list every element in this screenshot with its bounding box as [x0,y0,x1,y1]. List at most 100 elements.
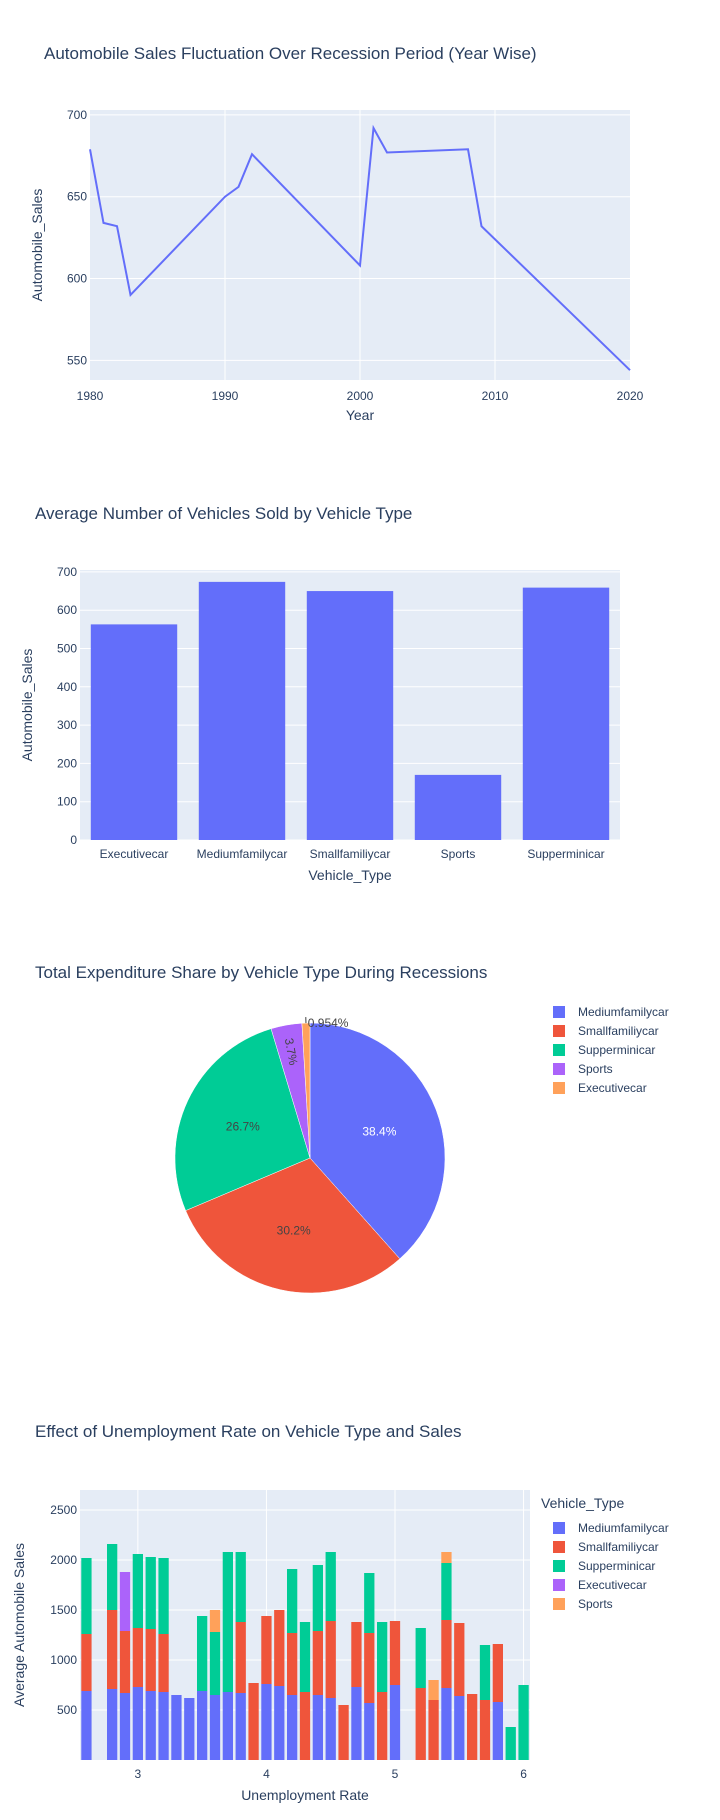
stacked-bar-segment-mediumfamilycar[interactable] [222,1692,233,1760]
stacked-bar-segment-supperminicar[interactable] [312,1565,323,1631]
stacked-bar-segment-smallfamiliycar[interactable] [235,1622,246,1693]
pie-legend-label[interactable]: Supperminicar [578,1043,655,1057]
line-chart-point[interactable] [128,292,134,298]
stacked-bar-segment-supperminicar[interactable] [209,1632,221,1695]
stacked-bar-segment-mediumfamilycar[interactable] [184,1698,195,1760]
stacked-bar-segment-smallfamiliycar[interactable] [158,1634,169,1692]
stacked-bar-segment-smallfamiliycar[interactable] [325,1621,336,1698]
stacked-bar-segment-smallfamiliycar[interactable] [454,1623,465,1696]
stacked-bar-segment-supperminicar[interactable] [479,1645,491,1700]
stacked-bar-legend-label[interactable]: Smallfamiliycar [578,1540,659,1554]
pie-legend-swatch[interactable] [553,1025,565,1037]
stacked-bar-segment-supperminicar[interactable] [287,1569,298,1633]
line-chart-series-line[interactable] [89,124,631,371]
stacked-bar-segment-mediumfamilycar[interactable] [132,1687,143,1760]
pie-legend-swatch[interactable] [553,1063,565,1075]
stacked-bar-segment-smallfamiliycar[interactable] [415,1688,426,1760]
stacked-bar-segment-mediumfamilycar[interactable] [158,1692,169,1760]
bar-chart-bar[interactable] [90,624,178,840]
stacked-bar-segment-mediumfamilycar[interactable] [261,1684,272,1760]
line-chart-point[interactable] [236,184,242,190]
stacked-bar-legend-label[interactable]: Mediumfamilycar [578,1521,669,1535]
pie-legend-swatch[interactable] [553,1044,565,1056]
stacked-bar-segment-mediumfamilycar[interactable] [81,1691,92,1760]
stacked-bar-segment-smallfamiliycar[interactable] [81,1634,92,1691]
line-chart-point[interactable] [249,151,255,157]
pie-legend-swatch[interactable] [553,1006,565,1018]
stacked-bar-segment-supperminicar[interactable] [518,1685,529,1760]
stacked-bar-segment-supperminicar[interactable] [222,1552,233,1692]
stacked-bar-legend-swatch[interactable] [553,1541,565,1553]
line-chart-point[interactable] [114,223,120,229]
stacked-bar-segment-mediumfamilycar[interactable] [364,1703,375,1760]
line-chart-point[interactable] [465,146,471,152]
pie-legend-label[interactable]: Mediumfamilycar [578,1005,669,1019]
stacked-bar-legend-label[interactable]: Supperminicar [578,1559,655,1573]
stacked-bar-segment-smallfamiliycar[interactable] [145,1629,156,1691]
stacked-bar-segment-mediumfamilycar[interactable] [454,1696,465,1760]
stacked-bar-segment-executivecar[interactable] [119,1572,131,1631]
stacked-bar-segment-smallfamiliycar[interactable] [287,1633,298,1695]
stacked-bar-legend-swatch[interactable] [553,1560,565,1572]
stacked-bar-segment-mediumfamilycar[interactable] [274,1686,285,1760]
bar-chart-bar[interactable] [414,774,502,840]
stacked-bar-segment-smallfamiliycar[interactable] [479,1700,491,1760]
pie-chart-legend[interactable]: Mediumfamilycar Smallfamiliycar Suppermini… [553,1005,669,1095]
stacked-bar-segment-smallfamiliycar[interactable] [107,1610,118,1689]
stacked-bar-segment-sports[interactable] [441,1552,452,1563]
stacked-bar-segment-smallfamiliycar[interactable] [351,1622,362,1687]
stacked-bar-segment-smallfamiliycar[interactable] [261,1616,272,1684]
stacked-bar-segment-mediumfamilycar[interactable] [235,1693,246,1760]
stacked-bar-segment-smallfamiliycar[interactable] [377,1692,388,1760]
line-chart-point[interactable] [479,223,485,229]
stacked-bar-segment-smallfamiliycar[interactable] [441,1620,452,1688]
stacked-bar-segment-sports[interactable] [428,1680,439,1700]
stacked-bar-segment-supperminicar[interactable] [364,1573,375,1633]
stacked-bar-segment-supperminicar[interactable] [235,1552,246,1622]
stacked-bar-segment-supperminicar[interactable] [505,1727,516,1760]
pie-legend-label[interactable]: Smallfamiliycar [578,1024,659,1038]
stacked-bar-legend-label[interactable]: Sports [578,1597,613,1611]
stacked-bar-segment-smallfamiliycar[interactable] [119,1631,131,1693]
stacked-bar-segment-sports[interactable] [209,1610,221,1632]
stacked-bar-segment-supperminicar[interactable] [197,1616,208,1691]
line-chart-point[interactable] [101,220,107,226]
stacked-bar-segment-mediumfamilycar[interactable] [325,1698,336,1760]
line-chart-point[interactable] [222,194,228,200]
pie-slice-smallfamiliycar[interactable] [185,1157,401,1294]
stacked-bar-legend-swatch[interactable] [553,1598,565,1610]
stacked-bar-legend-swatch[interactable] [553,1522,565,1534]
stacked-bar-segment-supperminicar[interactable] [145,1557,156,1629]
stacked-bar-segment-mediumfamilycar[interactable] [312,1695,323,1760]
stacked-bar-segment-mediumfamilycar[interactable] [145,1691,156,1760]
stacked-bar-segment-smallfamiliycar[interactable] [492,1644,503,1702]
stacked-bar-segment-supperminicar[interactable] [107,1544,118,1610]
stacked-bar-segment-smallfamiliycar[interactable] [364,1633,375,1703]
line-chart-point[interactable] [357,262,363,268]
stacked-bar-segment-mediumfamilycar[interactable] [492,1702,503,1760]
stacked-bar-segment-smallfamiliycar[interactable] [428,1700,439,1760]
stacked-bar-legend-swatch[interactable] [553,1579,565,1591]
stacked-bar-segment-supperminicar[interactable] [299,1622,311,1692]
stacked-bar-segment-mediumfamilycar[interactable] [171,1695,182,1760]
stacked-bar-segment-mediumfamilycar[interactable] [389,1685,401,1760]
line-chart-point[interactable] [371,125,377,131]
stacked-bar-segment-supperminicar[interactable] [81,1558,92,1634]
stacked-bar-segment-supperminicar[interactable] [158,1558,169,1634]
stacked-bar-segment-smallfamiliycar[interactable] [389,1621,401,1685]
stacked-bar-segment-smallfamiliycar[interactable] [312,1631,323,1695]
stacked-bar-segment-mediumfamilycar[interactable] [107,1689,118,1760]
stacked-bar-segment-smallfamiliycar[interactable] [248,1683,259,1760]
stacked-bar-legend-label[interactable]: Executivecar [578,1578,647,1592]
bar-chart-bar[interactable] [306,591,394,840]
stacked-bar-segment-mediumfamilycar[interactable] [197,1691,208,1760]
stacked-bar-segment-supperminicar[interactable] [441,1563,452,1620]
pie-legend-swatch[interactable] [553,1082,565,1094]
stacked-bar-segment-smallfamiliycar[interactable] [338,1705,349,1760]
pie-slice-mediumfamilycar[interactable] [309,1022,446,1260]
stacked-bar-segment-mediumfamilycar[interactable] [351,1687,362,1760]
stacked-bar-segment-mediumfamilycar[interactable] [441,1688,452,1760]
stacked-bar-segment-mediumfamilycar[interactable] [119,1693,131,1760]
line-chart-point[interactable] [627,367,633,373]
stacked-bar-segment-supperminicar[interactable] [415,1628,426,1688]
